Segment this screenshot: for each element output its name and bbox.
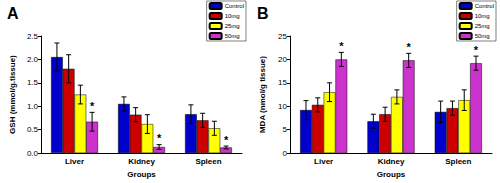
svg-text:*: * [407, 41, 412, 53]
svg-text:Groups: Groups [127, 170, 156, 179]
svg-text:1.5: 1.5 [27, 78, 39, 87]
svg-text:Kidney: Kidney [378, 157, 405, 166]
svg-text:20: 20 [278, 55, 287, 64]
svg-text:25mg: 25mg [475, 23, 490, 29]
svg-text:2.0: 2.0 [27, 55, 39, 64]
svg-text:Liver: Liver [65, 157, 84, 166]
svg-text:B: B [257, 5, 269, 22]
svg-text:50mg: 50mg [225, 33, 240, 39]
svg-text:0.5: 0.5 [27, 125, 39, 134]
svg-text:*: * [90, 100, 95, 112]
svg-text:1.0: 1.0 [27, 102, 39, 111]
svg-text:25mg: 25mg [225, 23, 240, 29]
svg-text:*: * [339, 40, 344, 52]
svg-text:MDA (nmol/g tissue): MDA (nmol/g tissue) [258, 56, 267, 133]
svg-text:2.5: 2.5 [27, 32, 39, 41]
svg-text:Groups: Groups [377, 170, 406, 179]
svg-text:10mg: 10mg [475, 13, 490, 19]
svg-text:25: 25 [278, 32, 287, 41]
svg-text:50mg: 50mg [475, 33, 490, 39]
svg-text:Liver: Liver [314, 157, 333, 166]
svg-text:*: * [224, 134, 229, 146]
svg-text:Kidney: Kidney [128, 157, 155, 166]
svg-text:0: 0 [283, 149, 288, 158]
svg-text:*: * [157, 132, 162, 144]
svg-text:Control: Control [225, 3, 244, 9]
svg-text:10mg: 10mg [225, 13, 240, 19]
svg-text:GSH (mmol/g.tissue): GSH (mmol/g.tissue) [8, 55, 17, 134]
svg-text:15: 15 [278, 78, 287, 87]
svg-text:Spleen: Spleen [445, 157, 471, 166]
svg-text:*: * [474, 44, 479, 56]
svg-text:Spleen: Spleen [195, 157, 221, 166]
svg-text:5: 5 [283, 125, 288, 134]
svg-text:0.0: 0.0 [27, 149, 39, 158]
svg-text:10: 10 [278, 102, 287, 111]
svg-text:Control: Control [475, 3, 494, 9]
svg-text:A: A [7, 5, 19, 22]
